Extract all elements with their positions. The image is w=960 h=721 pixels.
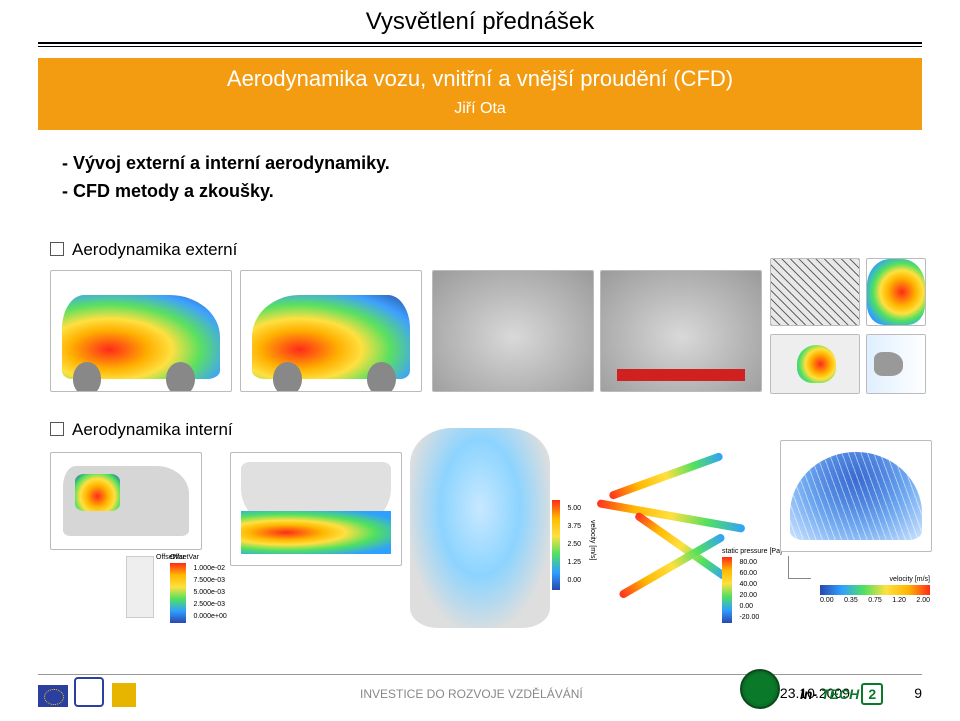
ext-mirror-cp bbox=[866, 258, 926, 326]
wheel-icon bbox=[166, 362, 195, 392]
cfd-gradient bbox=[867, 259, 925, 325]
cfd-gradient bbox=[75, 474, 120, 510]
vel-h-ticks: 0.00 0.35 0.75 1.20 2.00 bbox=[820, 597, 930, 604]
wheel-icon bbox=[73, 362, 102, 392]
cb-tick: -20.00 bbox=[739, 612, 759, 623]
ext-grey-1 bbox=[432, 270, 594, 392]
intech-logo: In-TECH2 bbox=[796, 683, 908, 707]
int-side-window bbox=[50, 452, 202, 550]
cb-tick: 0.75 bbox=[868, 597, 882, 604]
eu-flag-icon bbox=[38, 685, 68, 707]
velocity-colorbar-h: velocity [m/s] 0.00 0.35 0.75 1.20 2.00 bbox=[820, 576, 930, 604]
ext-streamlines bbox=[770, 258, 860, 326]
underbody-bar bbox=[617, 369, 745, 381]
velocity-colorbar-v: 5.00 3.75 2.50 1.25 0.00 velocity [m/s] bbox=[552, 500, 586, 590]
colorbar-gradient bbox=[820, 585, 930, 595]
esf-logo-icon bbox=[74, 677, 104, 707]
flow-overlay bbox=[410, 428, 550, 628]
cb-tick: 2.00 bbox=[916, 597, 930, 604]
wheel-icon bbox=[367, 362, 396, 392]
cb-tick: 2.50 bbox=[567, 536, 581, 554]
vel-v-labels: 5.00 3.75 2.50 1.25 0.00 bbox=[567, 500, 581, 590]
cb-tick: 5.00 bbox=[567, 500, 581, 518]
ext-car-front bbox=[50, 270, 232, 392]
cb-tick: 80.00 bbox=[739, 557, 759, 568]
cb-tick: 5.000e-03 bbox=[193, 587, 226, 599]
streamlines-overlay bbox=[790, 452, 922, 540]
band-title: Aerodynamika vozu, vnitřní a vnější prou… bbox=[0, 66, 960, 92]
mirror-shape bbox=[874, 352, 903, 375]
section-external-label: Aerodynamika externí bbox=[72, 240, 237, 259]
cb-tick: 7.500e-03 bbox=[193, 575, 226, 587]
ext-car-rear bbox=[240, 270, 422, 392]
page-title: Vysvětlení přednášek bbox=[0, 8, 960, 36]
cb-tick: 40.00 bbox=[739, 579, 759, 590]
intech-prefix: In- bbox=[800, 686, 817, 702]
cb-tick: 1.000e-02 bbox=[193, 563, 226, 575]
offset-mini bbox=[126, 556, 154, 618]
section-internal: Aerodynamika interní bbox=[50, 420, 233, 440]
cb-tick: 1.20 bbox=[892, 597, 906, 604]
checkbox-icon bbox=[50, 422, 64, 436]
colorbar-gradient bbox=[552, 500, 560, 590]
ext-mirror-flow bbox=[866, 334, 926, 394]
grey-render bbox=[433, 271, 593, 391]
rule-top-thin bbox=[38, 46, 922, 47]
offset-cb-labels: 1.000e-02 7.500e-03 5.000e-03 2.500e-03 … bbox=[193, 563, 226, 623]
footer-rule bbox=[38, 674, 922, 675]
footer-page: 9 bbox=[914, 685, 922, 701]
cb-tick: 0.000e+00 bbox=[193, 611, 226, 623]
duct bbox=[596, 499, 745, 533]
int-windshield-stream bbox=[780, 440, 932, 552]
rule-top bbox=[38, 42, 922, 44]
skoda-logo-icon bbox=[740, 669, 780, 709]
cb-tick: 1.25 bbox=[567, 554, 581, 572]
footer-invest: INVESTICE DO ROZVOJE VZDĚLÁVÁNÍ bbox=[360, 687, 583, 701]
duct bbox=[608, 452, 723, 501]
cfd-gradient bbox=[241, 511, 391, 554]
band-author: Jiří Ota bbox=[0, 100, 960, 118]
bullet-1: - Vývoj externí a interní aerodynamiky. bbox=[62, 150, 390, 178]
cfd-gradient bbox=[797, 345, 836, 382]
intech-word: TECH bbox=[821, 686, 859, 702]
cb-tick: 0.00 bbox=[567, 572, 581, 590]
op-logo-icon bbox=[112, 683, 136, 707]
colorbar-gradient bbox=[722, 557, 732, 623]
cb-tick: 0.00 bbox=[739, 601, 759, 612]
ext-mirror-side bbox=[770, 334, 860, 394]
cb-tick: 20.00 bbox=[739, 590, 759, 601]
int-top-flow bbox=[410, 428, 550, 628]
bullet-list: - Vývoj externí a interní aerodynamiky. … bbox=[62, 150, 390, 206]
wheel-icon bbox=[273, 362, 302, 392]
pressure-cb-labels: 80.00 60.00 40.00 20.00 0.00 -20.00 bbox=[739, 557, 759, 623]
axis-icon bbox=[788, 556, 811, 579]
cb-tick: 0.35 bbox=[844, 597, 858, 604]
vel-h-title: velocity [m/s] bbox=[820, 576, 930, 583]
streamlines-img bbox=[771, 259, 859, 325]
int-rear-window bbox=[230, 452, 402, 566]
cb-tick: 60.00 bbox=[739, 568, 759, 579]
bullet-2: - CFD metody a zkoušky. bbox=[62, 178, 390, 206]
section-internal-label: Aerodynamika interní bbox=[72, 420, 233, 439]
colorbar-gradient bbox=[170, 563, 186, 623]
slide: Vysvětlení přednášek Aerodynamika vozu, … bbox=[0, 0, 960, 721]
ext-grey-2 bbox=[600, 270, 762, 392]
cb-tick: 2.500e-03 bbox=[193, 599, 226, 611]
cb-tick: 0.00 bbox=[820, 597, 834, 604]
cb-tick: 3.75 bbox=[567, 518, 581, 536]
section-external: Aerodynamika externí bbox=[50, 240, 237, 260]
checkbox-icon bbox=[50, 242, 64, 256]
intech-digit: 2 bbox=[861, 683, 883, 705]
